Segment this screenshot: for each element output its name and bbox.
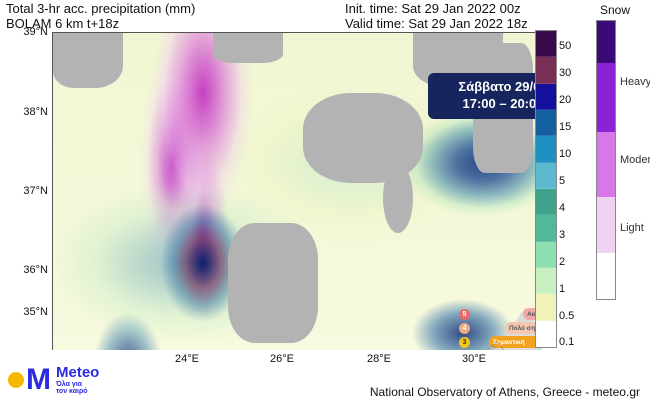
y-axis-label-35: 35°N xyxy=(8,306,48,318)
meteo-logo-sun-icon xyxy=(8,372,24,388)
forecast-time-banner: Σάββατο 29/01 17:00 – 20:00 xyxy=(428,73,542,119)
meteo-logo-m-icon: M xyxy=(26,365,51,395)
snow-legend-title: Snow xyxy=(600,3,630,17)
footer-credit-text: National Observatory of Athens, Greece -… xyxy=(370,385,640,399)
chart-subtitle-init: Init. time: Sat 29 Jan 2022 00z Valid ti… xyxy=(345,2,528,32)
landmass-crete xyxy=(228,223,318,343)
map-area[interactable]: Σάββατο 29/01 17:00 – 20:00 › Ακραία 5 Π… xyxy=(52,32,542,350)
rain-legend-values: 50 30 20 15 10 5 4 3 2 1 0.5 0.1 xyxy=(559,30,584,348)
risk-pyramid-widget[interactable]: Ακραία 5 Πολύ σημαντική 4 Σημαντική 3 Μέ… xyxy=(445,303,542,350)
snow-legend-colorbar[interactable] xyxy=(596,20,616,300)
landmass-mainland-nw xyxy=(53,33,123,88)
y-axis-label-36: 36°N xyxy=(8,264,48,276)
x-axis-label-28: 28°E xyxy=(367,353,391,365)
landmass-island-1 xyxy=(383,163,413,233)
rain-legend-colorbar[interactable] xyxy=(535,30,557,348)
meteo-brand-logo[interactable]: M Meteo Όλα για τον καιρό xyxy=(8,365,99,395)
forecast-time-range-label: 17:00 – 20:00 xyxy=(432,96,542,111)
snow-legend-categories: Heavy Moderate Light xyxy=(620,20,650,300)
x-axis-label-24: 24°E xyxy=(175,353,199,365)
snow-category-heavy: Heavy xyxy=(620,76,650,88)
y-axis-label-39: 39°N xyxy=(8,26,48,38)
x-axis-label-26: 26°E xyxy=(270,353,294,365)
landmass-mainland-n xyxy=(213,33,283,63)
y-axis-label-38: 38°N xyxy=(8,106,48,118)
snow-category-moderate: Moderate xyxy=(620,154,650,166)
pyramid-level-3-number: 3 xyxy=(459,337,470,348)
rain-cloud-icon: 🌧 xyxy=(485,341,505,350)
y-axis-label-37: 37°N xyxy=(8,185,48,197)
pyramid-level-4-number: 4 xyxy=(459,323,470,334)
x-axis-label-30: 30°E xyxy=(462,353,486,365)
snow-category-light: Light xyxy=(620,222,644,234)
meteo-logo-text: Meteo Όλα για τον καιρό xyxy=(56,365,99,395)
forecast-day-label: Σάββατο 29/01 xyxy=(432,79,542,94)
pyramid-level-5-number: 5 xyxy=(459,309,470,320)
